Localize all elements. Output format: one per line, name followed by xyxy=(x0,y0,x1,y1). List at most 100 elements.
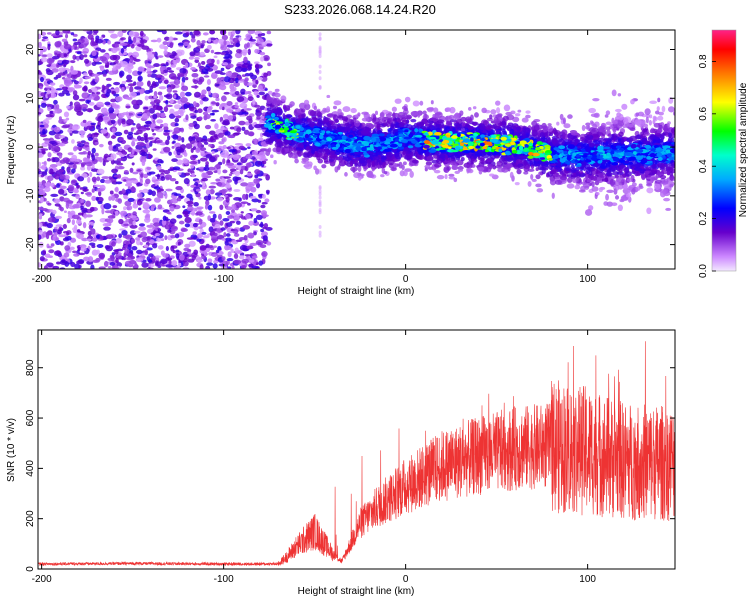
spectrogram-cell xyxy=(96,176,101,182)
spectrogram-cell xyxy=(254,61,260,65)
spectrogram-cell xyxy=(274,88,280,92)
spectrogram-cell xyxy=(149,171,156,175)
spectrogram-cell xyxy=(200,138,208,143)
spectrogram-cell xyxy=(184,223,191,228)
spectrogram-cell xyxy=(165,139,170,146)
spectrogram-cell xyxy=(341,116,349,122)
spectrogram-cell xyxy=(147,53,155,60)
spectrogram-cell xyxy=(255,240,264,246)
spectrogram-cell xyxy=(107,217,114,224)
spectrogram-cell xyxy=(105,245,114,252)
spectrogram-cell xyxy=(181,136,185,143)
spectrogram-cell xyxy=(236,220,241,225)
spectrogram-cell xyxy=(625,137,630,142)
spectrogram-cell xyxy=(212,213,217,219)
spectrogram-cell xyxy=(130,127,134,132)
spectrogram-cell xyxy=(222,144,227,150)
spectrogram-cell xyxy=(89,171,93,178)
spectrogram-cell xyxy=(225,233,231,237)
spectrogram-cell xyxy=(232,37,240,43)
spectrogram-cell xyxy=(119,210,128,217)
spectrogram-cell xyxy=(80,191,84,195)
spectrogram-cell xyxy=(82,186,88,190)
spectrogram-cell xyxy=(581,124,586,132)
spectrogram-cell xyxy=(257,33,262,37)
spectrogram-cell xyxy=(147,137,154,140)
spectrogram-cell xyxy=(120,47,125,54)
spectrogram-cell xyxy=(233,81,240,87)
spectrogram-cell xyxy=(591,181,595,188)
spectrogram-cell xyxy=(175,58,180,64)
spectrogram-cell xyxy=(126,119,134,126)
spectrogram-cell xyxy=(236,162,242,166)
spectrogram-cell xyxy=(225,210,231,215)
spectrogram-cell xyxy=(258,260,264,266)
spectrogram-cell xyxy=(159,195,164,199)
spectrogram-cell xyxy=(318,36,322,41)
spectrogram-cell xyxy=(215,97,220,102)
spectrogram-cell xyxy=(193,30,201,36)
spectrogram-cell xyxy=(614,195,620,200)
spectrogram-cell xyxy=(205,189,211,196)
spectrogram-cell xyxy=(202,97,209,102)
spectrogram-cell xyxy=(38,33,42,40)
spectrogram-cell xyxy=(217,213,222,220)
spectrogram-cell xyxy=(221,106,225,111)
spectrogram-cell xyxy=(205,199,210,206)
spectrogram-cell xyxy=(150,73,158,78)
spectrogram-cell xyxy=(119,42,128,46)
spectrogram-cell xyxy=(245,143,252,147)
spectrogram-cell xyxy=(63,49,68,54)
spectrogram-cell xyxy=(187,258,195,263)
spectrogram-cell xyxy=(263,72,268,78)
spectrogram-cell xyxy=(188,106,195,111)
spectrogram-cell xyxy=(69,210,76,216)
spectrogram-cell xyxy=(126,205,133,211)
spectrogram-cell xyxy=(183,103,189,110)
spectrogram-cell xyxy=(45,68,51,73)
spectrogram-cell xyxy=(128,243,132,248)
spectrogram-cell xyxy=(49,163,58,168)
spectrogram-cell xyxy=(91,237,98,242)
spectrogram-cell xyxy=(39,72,43,75)
spectrogram-cell xyxy=(201,68,209,74)
spectrogram-cell xyxy=(136,199,143,206)
spectrogram-cell xyxy=(53,173,61,180)
spectrogram-cell xyxy=(148,107,155,114)
spectrogram-cell xyxy=(44,253,51,258)
spectrogram-cell xyxy=(256,94,260,98)
spectrogram-cell xyxy=(197,259,204,263)
spectrogram-cell xyxy=(367,163,372,169)
spectrogram-cell xyxy=(259,51,266,56)
spectrogram-cell xyxy=(62,124,70,128)
spectrogram-cell xyxy=(59,174,66,180)
spectrogram-cell xyxy=(115,143,121,147)
spectrogram-cell xyxy=(179,254,185,261)
spectrogram-cell xyxy=(197,108,203,114)
spectrogram-cell xyxy=(404,96,411,103)
spectrogram-cell xyxy=(58,152,63,159)
spectrogram-cell xyxy=(68,186,74,192)
spectrogram-cell xyxy=(535,183,542,188)
spectrogram-cell xyxy=(38,262,42,268)
spectrogram-cell xyxy=(247,232,255,239)
spectrogram-cell xyxy=(238,36,242,42)
spectrogram-cell xyxy=(136,80,144,87)
spectrogram-cell xyxy=(188,240,196,247)
spectrogram-cell xyxy=(160,123,164,128)
spectrogram-cell xyxy=(225,196,230,203)
spectrogram-cell xyxy=(189,136,194,140)
spectrogram-cell xyxy=(49,140,57,145)
spectrogram-cell xyxy=(124,183,133,187)
spectrogram-cell xyxy=(70,237,77,243)
spectrogram-cell xyxy=(103,116,109,121)
spectrogram-cell xyxy=(221,136,227,143)
spectrogram-cell xyxy=(260,228,265,233)
spectrogram-cell xyxy=(139,178,143,184)
spectrogram-cell xyxy=(48,249,55,254)
spectrogram-cell xyxy=(229,35,234,40)
spectrogram-cell xyxy=(216,197,224,202)
spectrogram-cell xyxy=(75,193,80,200)
spectrogram-cell xyxy=(38,112,42,115)
spectrogram-cell xyxy=(126,74,133,81)
